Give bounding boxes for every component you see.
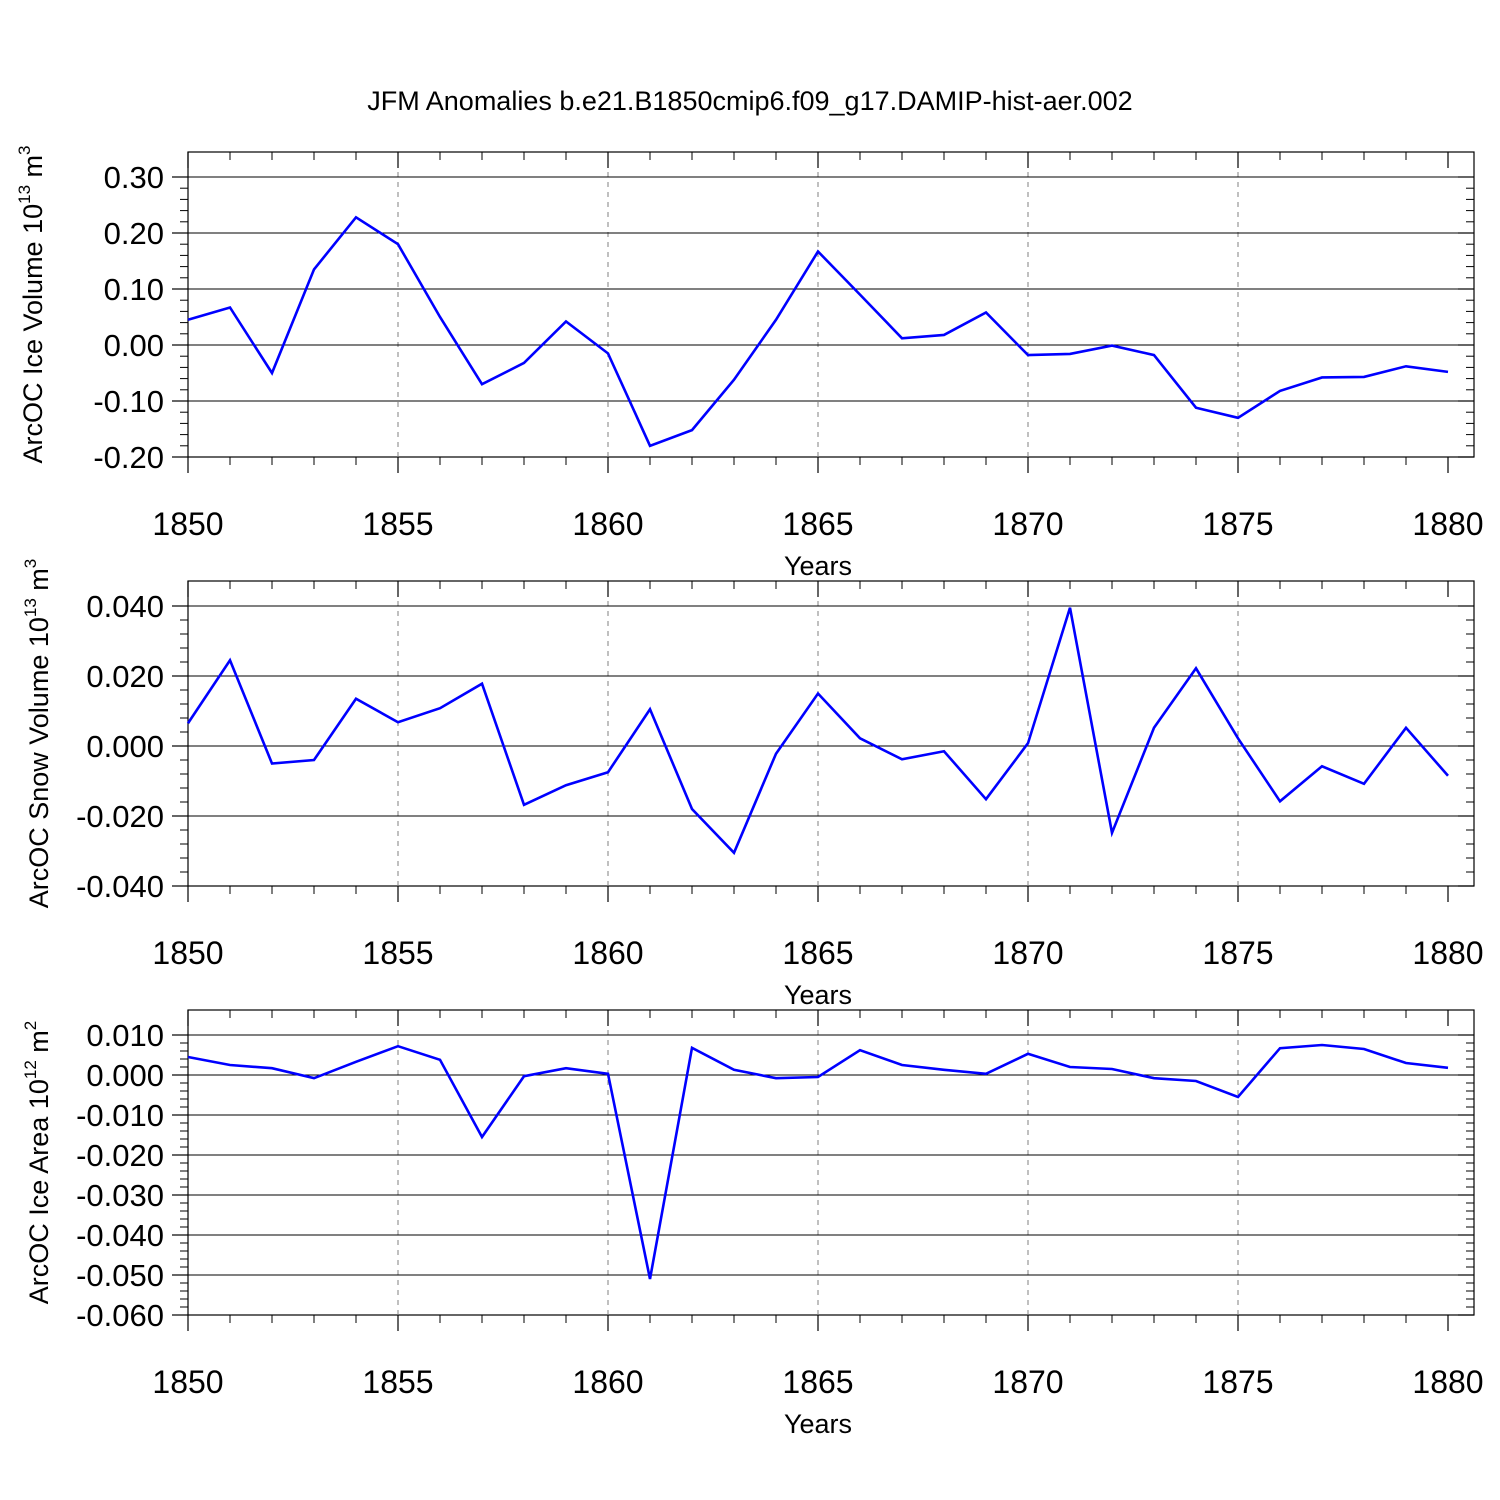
x-tick-label: 1865 — [782, 1364, 853, 1400]
y-tick-label: -0.030 — [76, 1178, 164, 1213]
x-tick-label: 1855 — [362, 506, 433, 542]
panel-3: 1850 1855 1860 1865 1870 1875 1880 -0.060 -0.050… — [21, 1009, 1484, 1439]
x-tick-label: 1865 — [782, 935, 853, 971]
x-tick-label: 1875 — [1202, 1364, 1273, 1400]
y-axis-label-text: ArcOC Ice Area 10 — [24, 1079, 54, 1304]
y-axis-label-exponent: 12 — [21, 1060, 40, 1079]
x-axis-label: Years — [784, 1409, 852, 1439]
y-tick-label: 0.30 — [104, 160, 164, 195]
x-tick-label: 1860 — [572, 506, 643, 542]
y-tick-label: 0.000 — [86, 1058, 164, 1093]
plot-frame — [187, 151, 1475, 458]
y-axis-label-unit: m — [18, 155, 48, 185]
x-tick-label: 1855 — [362, 1364, 433, 1400]
y-tick-label: -0.040 — [76, 1218, 164, 1253]
panel-2: 1850 1855 1860 1865 1870 1875 1880 -0.040 -0.020… — [21, 559, 1484, 1010]
y-axis-label-unit: m — [24, 1030, 54, 1060]
y-axis-label: ArcOC Snow Volume 1013 m3 — [21, 559, 54, 909]
y-axis-label-text: ArcOC Snow Volume 10 — [24, 617, 54, 908]
y-tick-label: 0.00 — [104, 328, 164, 363]
y-axis-label-unit-exponent: 2 — [21, 1021, 40, 1030]
x-tick-label: 1880 — [1412, 506, 1483, 542]
x-tick-label: 1880 — [1412, 935, 1483, 971]
x-tick-label: 1870 — [992, 506, 1063, 542]
y-tick-label: -0.10 — [93, 384, 164, 419]
x-tick-label: 1875 — [1202, 935, 1273, 971]
y-axis-label: ArcOC Ice Area 1012 m2 — [21, 1021, 54, 1305]
series-line — [186, 607, 1449, 856]
x-axis-label: Years — [784, 551, 852, 581]
y-tick-label: 0.010 — [86, 1018, 164, 1053]
y-tick-label: 0.020 — [86, 659, 164, 694]
x-tick-label: 1870 — [992, 935, 1063, 971]
x-tick-label: 1860 — [572, 1364, 643, 1400]
panel-1: 1850 1855 1860 1865 1870 1875 1880 -0.20 -0.10 0.… — [15, 145, 1484, 581]
plot-frame — [187, 580, 1475, 887]
y-tick-label: -0.020 — [76, 799, 164, 834]
x-tick-label: 1880 — [1412, 1364, 1483, 1400]
figure-title: JFM Anomalies b.e21.B1850cmip6.f09_g17.D… — [367, 86, 1132, 116]
y-axis-label-exponent: 13 — [15, 185, 34, 204]
y-axis-label-unit-exponent: 3 — [15, 145, 34, 154]
y-tick-label: -0.010 — [76, 1098, 164, 1133]
y-tick-label: -0.040 — [76, 869, 164, 904]
y-axis-label-unit: m — [24, 568, 54, 598]
x-tick-label: 1850 — [152, 1364, 223, 1400]
panels: 1850 1855 1860 1865 1870 1875 1880 -0.20 -0.10 0.… — [15, 145, 1484, 1439]
y-tick-label: 0.20 — [104, 216, 164, 251]
x-tick-label: 1865 — [782, 506, 853, 542]
y-tick-label: 0.000 — [86, 729, 164, 764]
y-tick-label: 0.10 — [104, 272, 164, 307]
x-tick-label: 1850 — [152, 935, 223, 971]
y-tick-label: -0.050 — [76, 1258, 164, 1293]
y-tick-label: -0.060 — [76, 1298, 164, 1333]
y-axis-label-exponent: 13 — [21, 598, 40, 617]
y-axis-label-text: ArcOC Ice Volume 10 — [18, 204, 48, 464]
y-tick-label: 0.040 — [86, 589, 164, 624]
x-tick-label: 1875 — [1202, 506, 1273, 542]
x-axis-label: Years — [784, 980, 852, 1010]
series-line — [187, 1043, 1449, 1280]
y-tick-label: -0.20 — [93, 440, 164, 475]
x-tick-label: 1855 — [362, 935, 433, 971]
y-axis-label: ArcOC Ice Volume 1013 m3 — [15, 145, 48, 463]
x-tick-label: 1870 — [992, 1364, 1063, 1400]
x-tick-label: 1850 — [152, 506, 223, 542]
y-axis-label-unit-exponent: 3 — [21, 559, 40, 568]
y-tick-label: -0.020 — [76, 1138, 164, 1173]
series-line — [187, 215, 1449, 448]
x-tick-label: 1860 — [572, 935, 643, 971]
